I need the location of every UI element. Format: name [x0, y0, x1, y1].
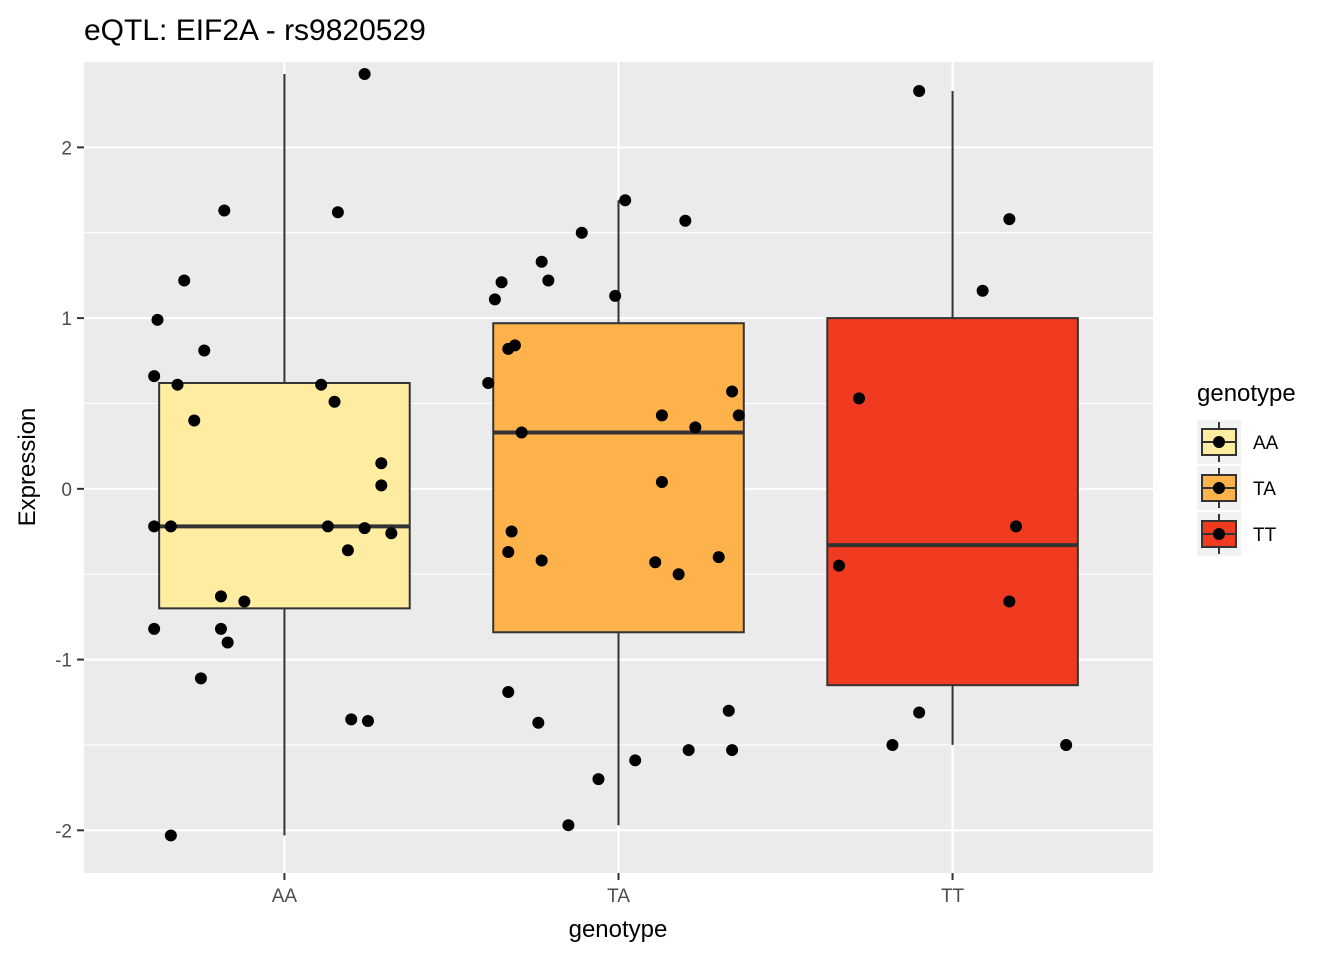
data-point — [495, 276, 508, 289]
data-point — [1003, 595, 1016, 608]
data-point — [532, 716, 545, 729]
box-tt — [826, 317, 1079, 687]
data-point — [913, 706, 926, 719]
box-ta — [492, 322, 745, 634]
data-point — [629, 754, 642, 767]
data-point — [1003, 213, 1016, 226]
data-point — [488, 293, 501, 306]
x-axis: AA TA TT — [272, 873, 965, 907]
data-point — [361, 715, 374, 728]
data-point — [328, 395, 341, 408]
data-point — [592, 773, 605, 786]
legend-title: genotype — [1197, 380, 1296, 407]
data-point — [375, 479, 388, 492]
data-point — [832, 559, 845, 572]
data-point — [385, 527, 398, 540]
data-point — [886, 738, 899, 751]
data-point — [341, 544, 354, 557]
data-point — [148, 622, 161, 635]
data-point — [164, 829, 177, 842]
data-point — [1060, 738, 1073, 751]
legend-point — [1213, 436, 1225, 448]
y-axis: -2 -1 0 1 2 — [55, 138, 84, 842]
data-point — [689, 421, 702, 434]
data-point — [358, 522, 371, 535]
legend-key-ta: TA — [1197, 466, 1276, 510]
data-point — [214, 590, 227, 603]
data-point — [238, 595, 251, 608]
data-point — [375, 457, 388, 470]
data-point — [502, 686, 515, 699]
data-point — [853, 392, 866, 405]
data-point — [321, 520, 334, 533]
y-tick-label: -2 — [55, 821, 72, 842]
data-point — [726, 385, 739, 398]
legend-label: TA — [1253, 479, 1276, 500]
data-point — [358, 67, 371, 80]
legend-label: AA — [1253, 433, 1279, 454]
data-point — [502, 342, 515, 355]
data-point — [331, 206, 344, 219]
data-point — [315, 378, 328, 391]
data-point — [976, 284, 989, 297]
y-axis-title: Expression — [14, 408, 41, 527]
chart-title: eQTL: EIF2A - rs9820529 — [84, 14, 426, 47]
data-point — [505, 525, 518, 538]
legend-key-tt: TT — [1197, 512, 1277, 556]
data-point — [345, 713, 358, 726]
y-tick-label: 2 — [61, 138, 72, 159]
data-point — [214, 622, 227, 635]
data-point — [655, 409, 668, 422]
data-points — [148, 67, 1073, 842]
data-point — [515, 426, 528, 439]
legend: genotype AA TA TT — [1197, 380, 1296, 556]
x-tick-label: AA — [272, 886, 298, 907]
data-point — [164, 520, 177, 533]
data-point — [732, 409, 745, 422]
data-point — [726, 744, 739, 757]
x-tick-label: TA — [607, 886, 630, 907]
data-point — [712, 551, 725, 564]
legend-point — [1213, 482, 1225, 494]
data-point — [682, 744, 695, 757]
data-point — [649, 556, 662, 569]
data-point — [542, 274, 555, 287]
data-point — [482, 376, 495, 389]
data-point — [672, 568, 685, 581]
data-point — [619, 194, 632, 207]
y-tick-label: 1 — [61, 309, 72, 330]
data-point — [171, 378, 184, 391]
data-point — [218, 204, 231, 217]
data-point — [198, 344, 211, 357]
data-point — [655, 476, 668, 489]
x-tick-label: TT — [941, 886, 965, 907]
data-point — [575, 226, 588, 239]
data-point — [188, 414, 201, 427]
data-point — [178, 274, 191, 287]
data-point — [913, 85, 926, 98]
boxplots — [158, 73, 1079, 836]
data-point — [609, 289, 622, 302]
data-point — [502, 546, 515, 559]
data-point — [148, 370, 161, 383]
data-point — [194, 672, 207, 685]
legend-key-aa: AA — [1197, 420, 1279, 464]
data-point — [535, 554, 548, 567]
box-aa — [158, 381, 411, 610]
data-point — [679, 214, 692, 227]
data-point — [148, 520, 161, 533]
data-point — [1010, 520, 1023, 533]
data-point — [151, 313, 164, 326]
legend-label: TT — [1253, 525, 1277, 546]
legend-point — [1213, 528, 1225, 540]
data-point — [722, 704, 735, 717]
x-axis-title: genotype — [569, 916, 668, 943]
y-tick-label: 0 — [61, 480, 72, 501]
data-point — [221, 636, 234, 649]
y-tick-label: -1 — [55, 651, 72, 672]
data-point — [562, 819, 575, 832]
data-point — [535, 255, 548, 268]
